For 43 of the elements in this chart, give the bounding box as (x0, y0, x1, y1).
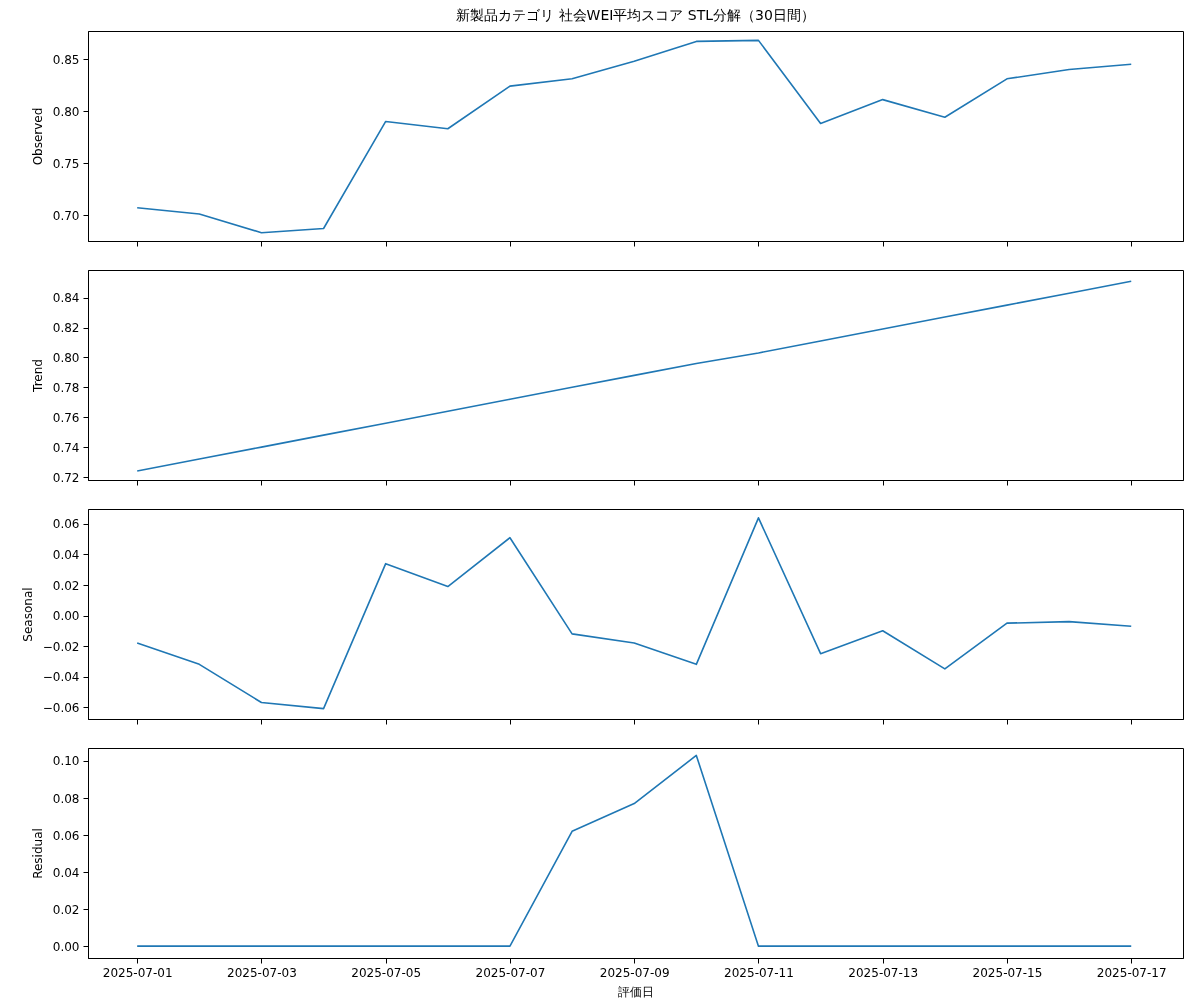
y-tick-label: 0.70 (52, 208, 80, 223)
line-series (136, 754, 1133, 947)
y-tick-label: −0.04 (42, 670, 80, 685)
line-series (136, 39, 1133, 234)
y-axis-title: Residual (30, 828, 45, 879)
y-tick-label: 0.72 (52, 470, 80, 485)
y-tick-label: 0.02 (52, 902, 80, 917)
line-series (136, 280, 1133, 472)
y-axis-title: Seasonal (20, 587, 35, 642)
y-axis-title: Observed (30, 107, 45, 166)
y-tick-label: −0.02 (42, 639, 80, 654)
y-tick-label: 0.82 (52, 321, 80, 336)
y-tick-label: 0.74 (52, 440, 80, 455)
y-tick-label: 0.80 (52, 104, 80, 119)
y-tick-label: 0.85 (52, 52, 80, 67)
x-tick-label: 2025-07-09 (599, 965, 670, 980)
y-axis-title: Trend (30, 359, 45, 393)
x-tick-label: 2025-07-01 (102, 965, 173, 980)
y-tick-label: 0.84 (52, 291, 80, 306)
line-series (136, 517, 1133, 710)
y-tick-label: 0.06 (52, 828, 80, 843)
y-tick-label: −0.06 (42, 700, 80, 715)
y-tick-label: 0.06 (52, 517, 80, 532)
y-tick-label: 0.04 (52, 865, 80, 880)
chart-title: 新製品カテゴリ 社会WEI平均スコア STL分解（30日間） (456, 7, 815, 23)
y-tick-label: 0.80 (52, 350, 80, 365)
y-tick-label: 0.00 (52, 609, 80, 624)
x-tick-label: 2025-07-15 (972, 965, 1043, 980)
y-tick-label: 0.78 (52, 380, 80, 395)
y-tick-label: 0.76 (52, 410, 80, 425)
x-tick-label: 2025-07-13 (848, 965, 919, 980)
y-tick-label: 0.04 (52, 547, 80, 562)
x-tick-label: 2025-07-11 (724, 965, 794, 980)
y-tick-label: 0.10 (52, 754, 80, 769)
y-tick-label: 0.02 (52, 578, 80, 593)
x-tick-label: 2025-07-07 (475, 965, 546, 980)
y-tick-label: 0.08 (52, 791, 80, 806)
y-tick-label: 0.00 (52, 939, 80, 954)
x-tick-label: 2025-07-17 (1096, 965, 1167, 980)
x-axis-title: 評価日 (618, 984, 654, 999)
x-tick-label: 2025-07-05 (351, 965, 422, 980)
x-tick-label: 2025-07-03 (227, 965, 297, 980)
y-tick-label: 0.75 (52, 156, 80, 171)
